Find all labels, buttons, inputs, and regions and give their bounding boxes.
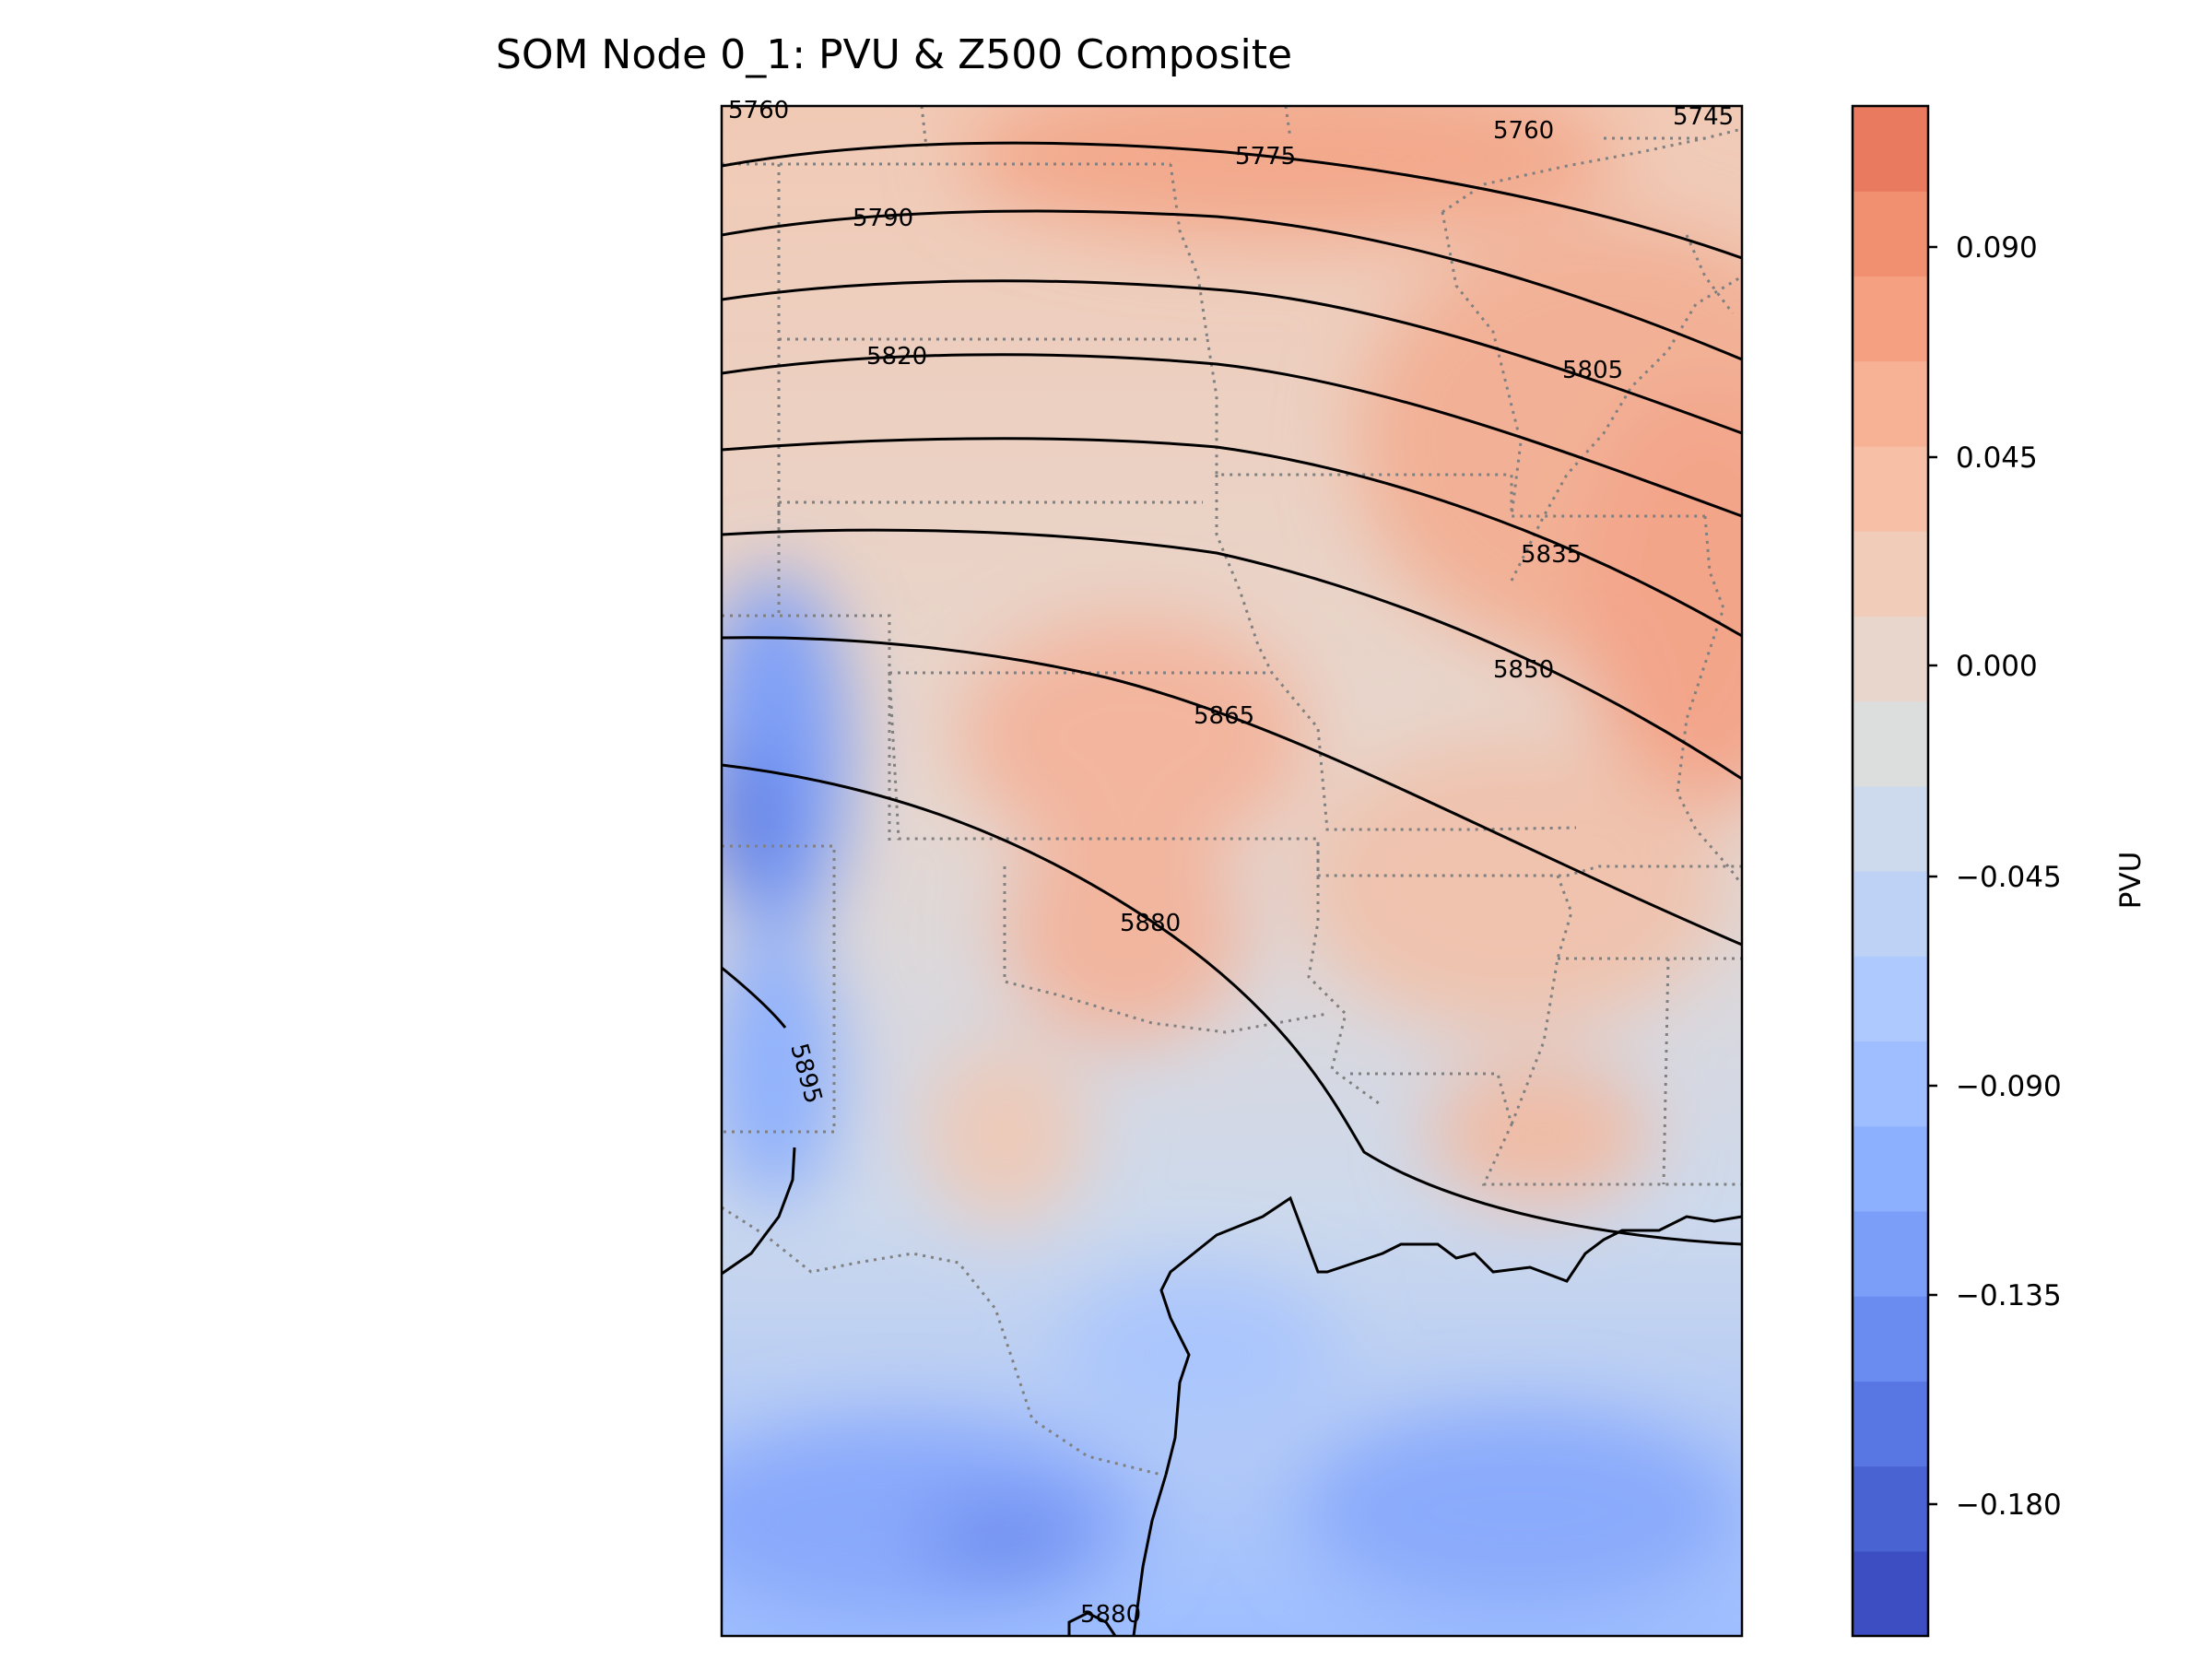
- colorbar-segment: [1853, 1466, 1928, 1552]
- colorbar-segment: [1853, 1296, 1928, 1382]
- contour-label: 5760: [728, 97, 789, 124]
- pvu-field: [664, 74, 1871, 1636]
- colorbar-segment: [1853, 1551, 1928, 1637]
- colorbar-tick-label: 0.045: [1956, 441, 2038, 475]
- contour-label: 5820: [866, 343, 927, 371]
- colorbar-segment: [1853, 361, 1928, 447]
- contour-label: 5745: [1673, 103, 1734, 131]
- colorbar-tick-label: −0.180: [1956, 1488, 2062, 1522]
- contour-label: 5805: [1562, 357, 1623, 384]
- colorbar-tick-label: 0.090: [1956, 231, 2038, 265]
- colorbar-segment: [1853, 1041, 1928, 1126]
- colorbar-segment: [1853, 616, 1928, 701]
- colorbar-segment: [1853, 701, 1928, 787]
- colorbar-segment: [1853, 1126, 1928, 1212]
- contour-label: 5760: [1493, 117, 1554, 145]
- colorbar-tick-label: −0.090: [1956, 1070, 2062, 1103]
- contour-label: 5865: [1194, 702, 1254, 730]
- contour-label: 5790: [853, 205, 913, 232]
- contour-label: 5775: [1235, 143, 1296, 171]
- contour-label: 5835: [1521, 541, 1582, 569]
- contour-label: 5880: [1120, 910, 1181, 937]
- colorbar-ticks: 0.090 0.045 0.000 −0.045 −0.090 −0.135 −…: [1956, 231, 2062, 1522]
- colorbar-segment: [1853, 106, 1928, 192]
- colorbar-segment: [1853, 276, 1928, 361]
- colorbar-segment: [1853, 956, 1928, 1041]
- colorbar-tick-label: −0.135: [1956, 1279, 2062, 1312]
- colorbar-tick-label: 0.000: [1956, 650, 2038, 683]
- contour-label: 5880: [1080, 1601, 1141, 1629]
- colorbar-segment: [1853, 446, 1928, 532]
- colorbar-segment: [1853, 531, 1928, 617]
- contour-label: 5850: [1493, 656, 1554, 684]
- colorbar-segment: [1853, 1211, 1928, 1297]
- colorbar-segment: [1853, 871, 1928, 957]
- colorbar: [1853, 106, 1937, 1637]
- colorbar-segment: [1853, 786, 1928, 872]
- colorbar-label: PVU: [2114, 852, 2147, 910]
- colorbar-segment: [1853, 1381, 1928, 1466]
- colorbar-segment: [1853, 191, 1928, 276]
- colorbar-tick-label: −0.045: [1956, 861, 2062, 894]
